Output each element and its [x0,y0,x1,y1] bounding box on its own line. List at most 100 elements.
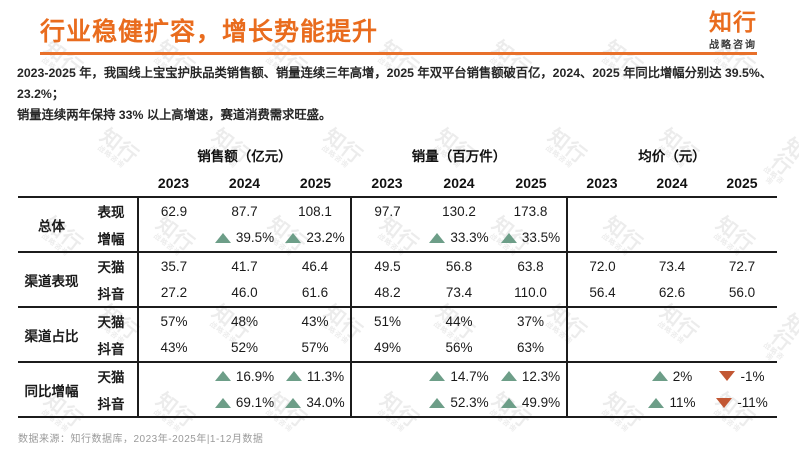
table-cell: 48.2 [351,279,423,308]
cell-value: 69.1% [235,395,275,410]
cell-content: 62.6 [659,285,685,300]
cell-value: 11.3% [306,368,345,384]
table-cell [567,334,637,363]
cell-content: 51% [374,314,401,329]
row-group-label: 总体 [18,197,85,253]
table-cell: 72.0 [567,252,637,280]
cell-content: 173.8 [514,204,548,219]
row-sub-label: 天猫 [85,362,139,390]
table-cell: 57% [280,334,352,363]
cell-value: 73.4 [658,258,686,274]
trend-up-icon [214,232,231,243]
table-cell: 73.4 [637,252,707,280]
cell-value: 14.7% [450,368,489,384]
table-cell: 49.9% [495,389,568,418]
trend-up-icon [214,397,231,408]
table-cell: 2% [637,362,707,390]
cell-content: 41.7 [231,259,257,274]
table-cell: 34.0% [280,389,352,418]
table-cell [351,224,423,253]
cell-content: 43% [301,314,328,329]
trend-up-icon [500,397,517,408]
table-cell [567,197,637,225]
table-cell: 37% [495,307,568,335]
table-cell: 62.9 [138,197,209,225]
cell-value: 37% [516,313,545,329]
cell-content: 11.3% [285,368,345,384]
cell-value: 72.0 [589,258,616,274]
cell-content: 12.3% [500,369,560,384]
table-cell [138,224,209,253]
cell-content: 72.0 [589,259,615,274]
intro-paragraph: 2023-2025 年，我国线上宝宝护肤品类销售额、销量连续三年高增，2025 … [17,63,789,126]
logo-name: 知行 [709,9,757,35]
cell-value: 51% [373,313,402,329]
cell-content: 52% [231,340,258,355]
table-cell: 63.8 [495,252,568,280]
page-title: 行业稳健扩容，增长势能提升 [40,18,379,46]
table-cell: 49.5 [351,252,423,280]
cell-content: 56% [445,340,472,355]
pane-title-volume: 销量（百万件） [411,149,507,164]
cell-content: 37% [517,314,544,329]
logo-tagline: 战略咨询 [709,40,757,52]
trend-up-icon [648,397,665,408]
cell-content: 130.2 [442,204,476,219]
cell-value: 61.6 [301,285,329,301]
logo: 知行 战略咨询 [709,9,757,52]
table-cell: 14.7% [423,362,495,390]
row-sub-label: 天猫 [85,307,139,335]
cell-content: 62.9 [161,204,187,219]
cell-value: 35.7 [160,258,188,274]
table-cell: 44% [423,307,495,335]
row-group-label: 同比增幅 [18,362,85,418]
data-table-wrap: 销售额（亿元） 销量（百万件） 均价（元） 2023 2024 2025 202… [18,140,777,418]
table-cell: 108.1 [280,197,352,225]
cell-value: 11% [669,395,696,410]
cell-value: 43% [301,313,329,329]
cell-content: 46.4 [302,259,328,274]
cell-value: 62.6 [658,285,686,301]
cell-content: 39.5% [214,230,274,245]
cell-value: 63.8 [517,258,544,274]
cell-value: 2% [672,368,693,384]
table-cell [707,334,777,363]
cell-value: 56.0 [728,285,756,301]
cell-value: 130.2 [442,203,476,219]
cell-content: 72.7 [729,259,755,274]
cell-content: 33.3% [429,230,489,245]
table-cell [637,334,707,363]
cell-content: 73.4 [659,259,685,274]
table-cell [707,307,777,335]
cell-value: 23.2% [306,230,345,245]
corner-cell [18,170,138,198]
cell-content: 73.4 [446,285,472,300]
table-cell [707,197,777,225]
cell-content: -11% [716,395,768,410]
table-cell: 61.6 [280,279,352,308]
cell-value: 46.0 [231,285,258,301]
trend-up-icon [214,371,231,381]
slide-header: 行业稳健扩容，增长势能提升 知行 战略咨询 [40,9,769,52]
table-cell: 57% [138,307,209,335]
cell-content: 11% [648,395,696,410]
row-group-label: 渠道占比 [18,307,85,363]
table-cell: 97.7 [351,197,423,225]
table-cell [707,224,777,253]
pane-title-sales: 销售额（亿元） [197,149,292,164]
table-cell: 11% [637,389,707,418]
cell-value: 72.7 [728,258,756,274]
table-cell [637,197,707,225]
cell-value: 73.4 [445,285,473,301]
table-cell: 12.3% [495,362,568,390]
year-header: 2025 [495,170,567,198]
cell-content: 87.7 [231,204,257,219]
year-header: 2023 [138,170,209,198]
cell-value: 57% [301,340,329,356]
table-cell: 51% [351,307,423,335]
cell-value: 52% [230,340,259,356]
cell-content: 57% [160,314,187,329]
cell-content: 27.2 [161,285,187,300]
cell-value: -1% [740,368,765,384]
row-sub-label: 表现 [85,197,139,225]
